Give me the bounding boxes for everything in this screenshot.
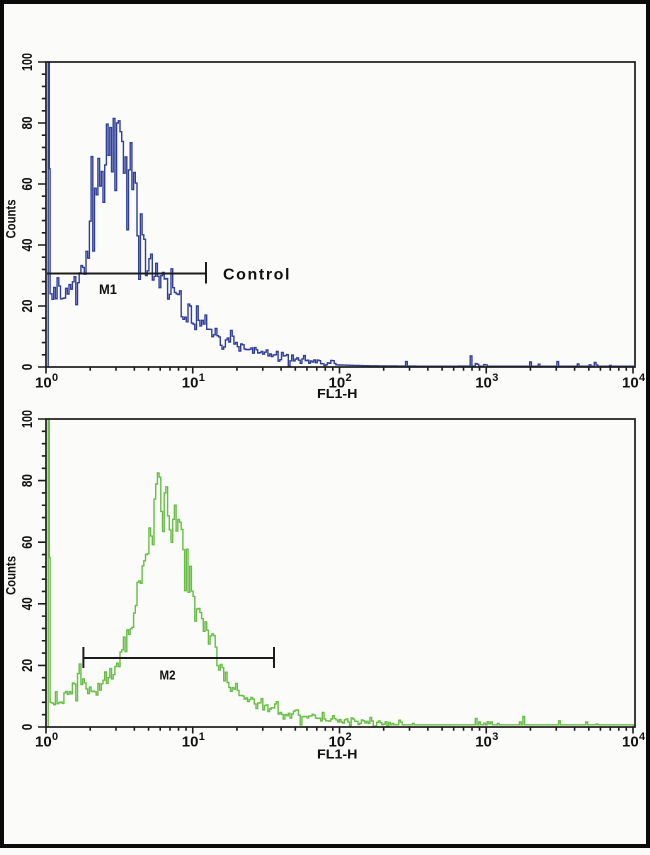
svg-text:100: 100 <box>19 53 36 71</box>
svg-text:Control: Control <box>223 267 291 284</box>
svg-text:10: 10 <box>329 734 346 751</box>
svg-text:0: 0 <box>52 731 58 743</box>
svg-text:20: 20 <box>19 300 36 313</box>
svg-text:4: 4 <box>639 731 646 743</box>
svg-text:1: 1 <box>199 731 205 743</box>
svg-text:60: 60 <box>19 178 36 191</box>
svg-text:10: 10 <box>329 375 346 392</box>
svg-text:0: 0 <box>19 364 36 371</box>
svg-text:0: 0 <box>52 372 58 384</box>
svg-text:FL1-H: FL1-H <box>317 747 358 762</box>
svg-text:0: 0 <box>19 724 36 731</box>
svg-text:2: 2 <box>346 372 352 384</box>
svg-text:10: 10 <box>622 734 639 751</box>
svg-text:4: 4 <box>639 372 646 384</box>
svg-text:80: 80 <box>19 117 36 130</box>
svg-text:M1: M1 <box>99 282 117 297</box>
svg-text:10: 10 <box>35 734 52 751</box>
svg-text:10: 10 <box>622 375 639 392</box>
svg-text:20: 20 <box>19 659 36 672</box>
svg-text:10: 10 <box>475 734 492 751</box>
svg-text:3: 3 <box>492 372 498 384</box>
svg-text:FL1-H: FL1-H <box>317 386 358 401</box>
svg-text:Counts: Counts <box>4 556 19 595</box>
svg-text:10: 10 <box>182 375 199 392</box>
svg-text:100: 100 <box>19 410 36 428</box>
svg-text:M2: M2 <box>160 668 176 683</box>
svg-text:40: 40 <box>19 597 36 610</box>
svg-text:40: 40 <box>19 239 36 252</box>
svg-text:80: 80 <box>19 474 36 487</box>
svg-text:3: 3 <box>492 731 498 743</box>
svg-text:10: 10 <box>35 375 52 392</box>
svg-text:10: 10 <box>475 375 492 392</box>
svg-text:10: 10 <box>182 734 199 751</box>
svg-text:1: 1 <box>199 372 205 384</box>
svg-text:60: 60 <box>19 536 36 549</box>
svg-text:Counts: Counts <box>4 200 19 239</box>
svg-text:2: 2 <box>346 731 352 743</box>
